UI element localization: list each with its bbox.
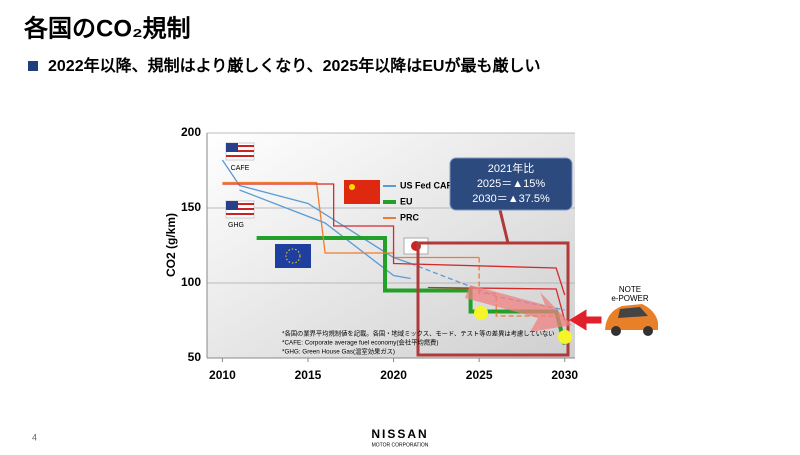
footnote: *GHG: Green House Gas(温室効果ガス): [282, 347, 395, 356]
car-arrow: [569, 309, 602, 331]
flag-label: GHG: [228, 222, 244, 229]
series-line: [222, 181, 480, 259]
series-line: [478, 257, 565, 317]
x-tick-label: 2015: [295, 368, 322, 382]
series-line: [239, 189, 411, 280]
logo-sub: MOTOR CORPORATION: [372, 442, 429, 448]
highlight-box: [416, 241, 570, 357]
page-number: 4: [32, 432, 37, 442]
car-label: NOTE: [619, 285, 641, 294]
legend-label: US Fed CAFE: [400, 180, 458, 190]
footnote: *各国の業界平均規制値を記載。各国・地域ミックス、モード、テスト等の差異は考慮し…: [282, 329, 555, 338]
bullet-square: [28, 61, 38, 71]
callout-pointer: [498, 209, 568, 245]
series-line: [221, 159, 411, 265]
series-line: [222, 183, 566, 296]
y-tick-label: 50: [188, 350, 202, 364]
logo: NISSAN: [371, 427, 428, 441]
y-tick-label: 150: [181, 200, 201, 214]
flag-label: CAFE: [231, 165, 250, 172]
trend-arrow: [465, 285, 572, 332]
callout-text: 2025＝▲15%: [477, 178, 546, 190]
x-tick-label: 2030: [551, 368, 578, 382]
bullet-text: 2022年以降、規制はより厳しくなり、2025年以降はEUが最も厳しい: [48, 56, 540, 75]
highlight-star: [558, 330, 572, 344]
highlight-star: [474, 306, 488, 320]
japan-flag: [403, 237, 429, 255]
y-axis-label: CO2 (g/km): [164, 213, 178, 277]
y-tick-label: 100: [181, 275, 201, 289]
x-tick-label: 2025: [466, 368, 493, 382]
x-tick-label: 2020: [380, 368, 407, 382]
us-flag: [225, 142, 255, 161]
callout-box: [449, 157, 573, 211]
car-label: e-POWER: [611, 294, 649, 303]
footnote: *CAFE: Corporate average fuel economy(会社…: [282, 338, 438, 347]
legend-label: PRC: [400, 212, 420, 222]
y-tick-label: 200: [181, 125, 201, 139]
x-tick-label: 2010: [209, 368, 236, 382]
callout-text: 2030＝▲37.5%: [472, 193, 550, 205]
us-flag: [225, 200, 255, 219]
car-image: [605, 304, 658, 336]
eu-flag: [275, 244, 311, 268]
legend-label: EU: [400, 196, 413, 206]
callout-text: 2021年比: [488, 161, 534, 175]
slide-title: 各国のCO₂規制: [23, 14, 191, 42]
china-flag: [344, 180, 380, 204]
